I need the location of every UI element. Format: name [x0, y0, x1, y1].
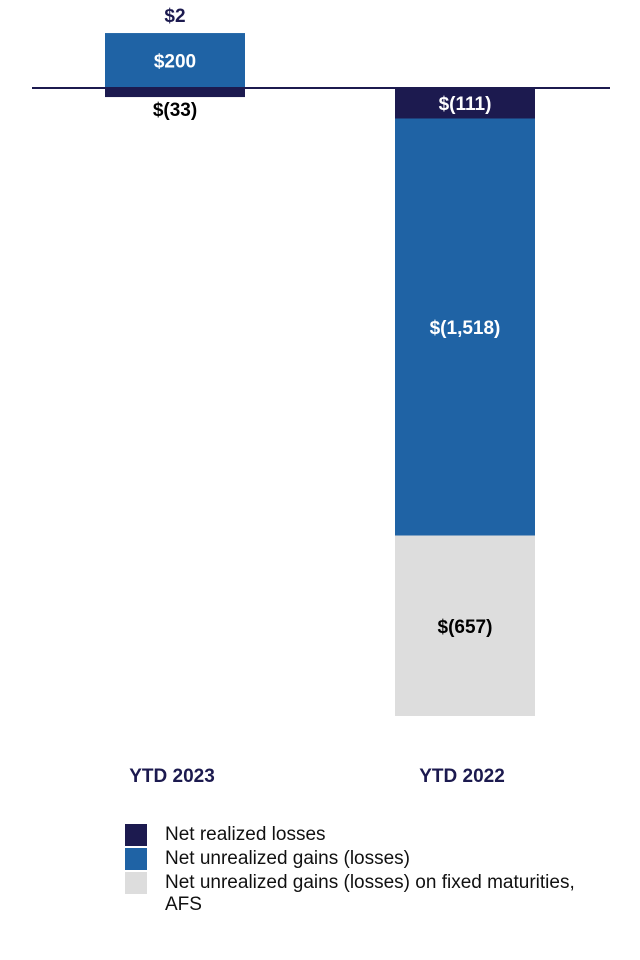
bar-ytd-2022-net-realized-losses: [395, 88, 535, 119]
legend-swatch-net-unrealized-afs: [125, 872, 147, 894]
legend-label-net-unrealized-gains: Net unrealized gains (losses): [165, 848, 411, 869]
legend-item-net-unrealized-afs: Net unrealized gains (losses) on fixed m…: [125, 872, 605, 916]
legend-label-net-realized-losses: Net realized losses: [165, 824, 326, 845]
bar-ytd-2022-net-unrealized-gains-losses-on-fixed-maturities-afs: [395, 535, 535, 716]
category-label-ytd-2023: YTD 2023: [129, 766, 215, 787]
bar-ytd-2022-net-unrealized-gains-losses: [395, 118, 535, 536]
total-label-ytd-2023: $2: [164, 6, 185, 27]
bar-ytd-2023-net-unrealized-gains-losses: [105, 33, 245, 88]
legend-swatch-net-realized-losses: [125, 824, 147, 846]
data-label-ytd-2023-net-realized-losses: $(33): [153, 100, 197, 121]
bar-ytd-2023-net-realized-losses: [105, 88, 245, 98]
category-label-ytd-2022: YTD 2022: [419, 766, 505, 787]
legend: Net realized losses Net unrealized gains…: [125, 824, 605, 918]
data-label-ytd-2022-net-realized-losses: $(111): [439, 94, 492, 115]
legend-item-net-realized-losses: Net realized losses: [125, 824, 605, 846]
data-label-ytd-2022-net-unrealized-gains-losses-on-fixed-maturities-afs: $(657): [438, 617, 493, 638]
data-label-ytd-2023-net-unrealized-gains-losses: $200: [154, 52, 196, 73]
data-label-ytd-2022-net-unrealized-gains-losses: $(1,518): [430, 318, 501, 339]
legend-swatch-net-unrealized-gains: [125, 848, 147, 870]
legend-item-net-unrealized-gains: Net unrealized gains (losses): [125, 848, 605, 870]
legend-label-net-unrealized-afs: Net unrealized gains (losses) on fixed m…: [165, 872, 575, 915]
